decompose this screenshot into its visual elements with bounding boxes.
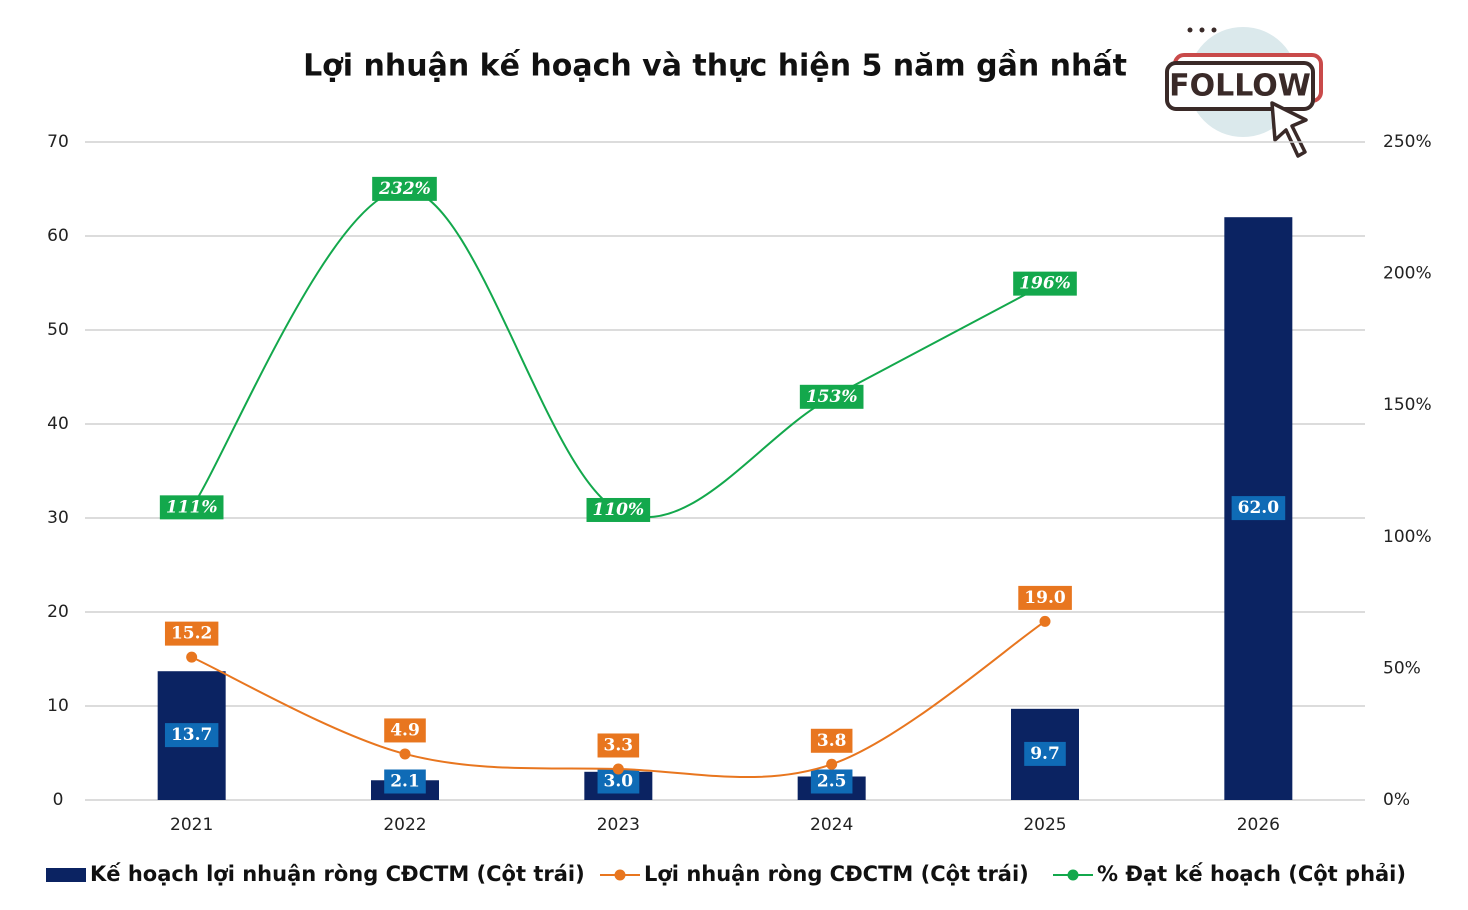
data-label-box (164, 723, 219, 748)
dot (1199, 27, 1205, 33)
data-label-box (597, 733, 640, 758)
follow-badge: FOLLOW (1165, 27, 1323, 158)
chart-title: Lợi nhuận kế hoạch và thực hiện 5 năm gầ… (303, 49, 1127, 84)
data-label-box (810, 728, 853, 753)
data-label: 3.3 (604, 735, 634, 755)
x-tick-label: 2026 (1237, 815, 1280, 835)
y2-tick-label: 150% (1383, 395, 1432, 415)
y2-tick-label: 200% (1383, 264, 1432, 284)
data-label: 153% (806, 387, 858, 407)
data-label: 196% (1019, 274, 1071, 294)
y-tick-label: 60 (47, 226, 69, 246)
dot (1211, 27, 1217, 33)
data-label: 3.0 (604, 772, 634, 792)
y-tick-label: 10 (47, 696, 69, 716)
y2-tick-label: 0% (1383, 790, 1410, 810)
y-tick-label: 20 (47, 602, 69, 622)
y2-tick-label: 250% (1383, 132, 1432, 152)
y2-tick-label: 100% (1383, 527, 1432, 547)
data-label-box (372, 176, 437, 201)
y-tick-label: 40 (47, 414, 69, 434)
point (186, 651, 198, 663)
data-label-box (164, 621, 219, 646)
legend-swatch (46, 868, 86, 882)
data-label-box (586, 497, 651, 522)
data-label-box (810, 769, 853, 794)
y-tick-label: 0 (53, 790, 64, 810)
legend-label: % Đạt kế hoạch (Cột phải) (1097, 862, 1406, 886)
y2-tick-label: 50% (1383, 658, 1421, 678)
data-label: 2.5 (817, 772, 847, 792)
data-label-box (799, 384, 864, 409)
point (826, 758, 838, 770)
data-label: 4.9 (390, 720, 420, 740)
dot (1187, 27, 1193, 33)
data-label: 62.0 (1238, 498, 1280, 518)
data-label-box (1024, 741, 1066, 766)
y-tick-label: 50 (47, 320, 69, 340)
data-label-box (384, 718, 426, 743)
data-label-box (1018, 585, 1072, 610)
line (190, 188, 1046, 518)
legend-swatch (614, 869, 626, 881)
x-tick-label: 2021 (170, 815, 213, 835)
x-tick-label: 2022 (383, 815, 426, 835)
point (1039, 615, 1051, 627)
legend-label: Lợi nhuận ròng CĐCTM (Cột trái) (644, 862, 1029, 886)
x-tick-label: 2023 (597, 815, 640, 835)
y-tick-label: 30 (47, 508, 69, 528)
data-label: 19.0 (1024, 588, 1066, 608)
badge-front (1165, 61, 1315, 111)
y-tick-label: 70 (47, 132, 69, 152)
badge-text: FOLLOW (1169, 69, 1311, 104)
data-label-box (1013, 271, 1077, 296)
data-label: 15.2 (171, 624, 212, 644)
data-label-box (1231, 496, 1286, 521)
data-label: 111% (166, 497, 218, 517)
x-tick-label: 2025 (1023, 815, 1066, 835)
data-label: 110% (593, 500, 645, 520)
point (399, 748, 411, 760)
legend-swatch (1067, 869, 1079, 881)
legend-label: Kế hoạch lợi nhuận ròng CĐCTM (Cột trái) (90, 862, 585, 886)
data-label: 3.8 (817, 731, 847, 751)
data-label-box (159, 495, 224, 520)
data-label: 232% (378, 179, 431, 199)
data-label: 2.1 (390, 772, 420, 792)
data-label: 13.7 (171, 725, 212, 745)
data-label-box (384, 769, 426, 794)
point (612, 763, 624, 775)
x-tick-label: 2024 (810, 815, 853, 835)
data-label: 9.7 (1030, 744, 1060, 764)
